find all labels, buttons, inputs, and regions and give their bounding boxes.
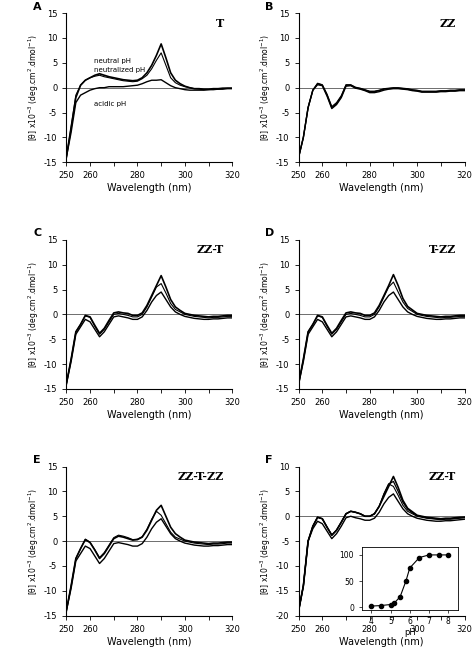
X-axis label: Wavelength (nm): Wavelength (nm) [339, 183, 424, 193]
Text: neutral pH: neutral pH [94, 58, 131, 64]
Text: ZZ-T-ZZ: ZZ-T-ZZ [178, 471, 224, 482]
Y-axis label: [θ] x10$^{-3}$ (deg.cm$^2$.dmol$^{-1}$): [θ] x10$^{-3}$ (deg.cm$^2$.dmol$^{-1}$) [259, 34, 273, 141]
Y-axis label: [θ] x10$^{-3}$ (deg.cm$^2$.dmol$^{-1}$): [θ] x10$^{-3}$ (deg.cm$^2$.dmol$^{-1}$) [259, 261, 273, 368]
X-axis label: Wavelength (nm): Wavelength (nm) [107, 183, 191, 193]
Text: ZZ-T: ZZ-T [429, 471, 456, 482]
Text: F: F [265, 455, 273, 465]
Text: D: D [265, 229, 275, 238]
Text: T: T [216, 18, 224, 29]
Text: C: C [33, 229, 41, 238]
Text: A: A [33, 1, 42, 12]
Y-axis label: [θ] x10$^{-3}$ (deg.cm$^2$.dmol$^{-1}$): [θ] x10$^{-3}$ (deg.cm$^2$.dmol$^{-1}$) [27, 487, 41, 595]
X-axis label: Wavelength (nm): Wavelength (nm) [339, 637, 424, 646]
Text: neutralized pH: neutralized pH [94, 67, 145, 73]
Y-axis label: [θ] x10$^{-3}$ (deg.cm$^2$.dmol$^{-1}$): [θ] x10$^{-3}$ (deg.cm$^2$.dmol$^{-1}$) [259, 487, 273, 595]
Text: acidic pH: acidic pH [94, 101, 126, 107]
Text: T-ZZ: T-ZZ [429, 244, 456, 255]
Text: ZZ: ZZ [440, 18, 456, 29]
Text: B: B [265, 1, 274, 12]
X-axis label: Wavelength (nm): Wavelength (nm) [107, 637, 191, 646]
Y-axis label: [θ] x10$^{-3}$ (deg.cm$^2$.dmol$^{-1}$): [θ] x10$^{-3}$ (deg.cm$^2$.dmol$^{-1}$) [27, 34, 41, 141]
Text: ZZ-T: ZZ-T [197, 244, 224, 255]
X-axis label: Wavelength (nm): Wavelength (nm) [339, 410, 424, 420]
X-axis label: Wavelength (nm): Wavelength (nm) [107, 410, 191, 420]
Y-axis label: [θ] x10$^{-3}$ (deg.cm$^2$.dmol$^{-1}$): [θ] x10$^{-3}$ (deg.cm$^2$.dmol$^{-1}$) [27, 261, 41, 368]
Text: E: E [33, 455, 41, 465]
